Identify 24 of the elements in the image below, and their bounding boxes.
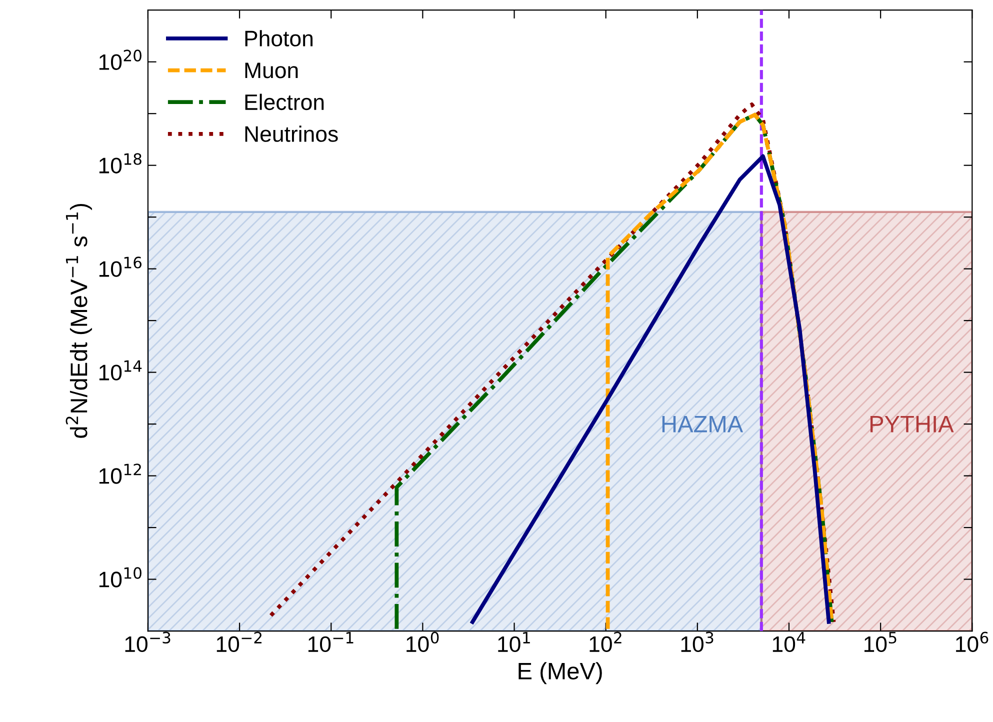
y-tick-label: 10$^{18}$ xyxy=(99,153,142,174)
x-tick-label: 10$^{3}$ xyxy=(681,632,714,652)
x-tick-label: 10$^{4}$ xyxy=(772,632,806,652)
y-tick-label: 10$^{20}$ xyxy=(99,50,142,70)
x-tick-label: 10$^{−3}$ xyxy=(125,632,170,652)
y-tick-label: 10$^{10}$ xyxy=(99,567,142,588)
x-tick-label: 10$^{0}$ xyxy=(406,632,439,652)
x-tick-label: 10$^{−2}$ xyxy=(216,632,262,652)
legend-label: Electron xyxy=(245,94,324,110)
x-axis-title: E (MeV) xyxy=(518,662,602,684)
band-label: PYTHIA xyxy=(870,416,954,432)
band-label: HAZMA xyxy=(662,416,744,432)
legend-label: Muon xyxy=(245,62,298,78)
y-axis-title: d$^{2}$N/dEdt (MeV$^{−1}$ s$^{−1}$) xyxy=(66,204,92,438)
y-tick-label: 10$^{12}$ xyxy=(99,464,141,484)
x-tick-label: 10$^{6}$ xyxy=(956,632,988,652)
legend-label: Neutrinos xyxy=(245,126,338,142)
x-tick-label: 10$^{2}$ xyxy=(590,632,622,652)
x-tick-label: 10$^{5}$ xyxy=(864,632,896,652)
legend-label: Photon xyxy=(245,30,312,46)
x-tick-label: 10$^{1}$ xyxy=(498,632,530,652)
y-tick-label: 10$^{14}$ xyxy=(99,360,142,380)
x-tick-label: 10$^{−1}$ xyxy=(308,632,354,652)
y-tick-label: 10$^{16}$ xyxy=(99,256,142,277)
